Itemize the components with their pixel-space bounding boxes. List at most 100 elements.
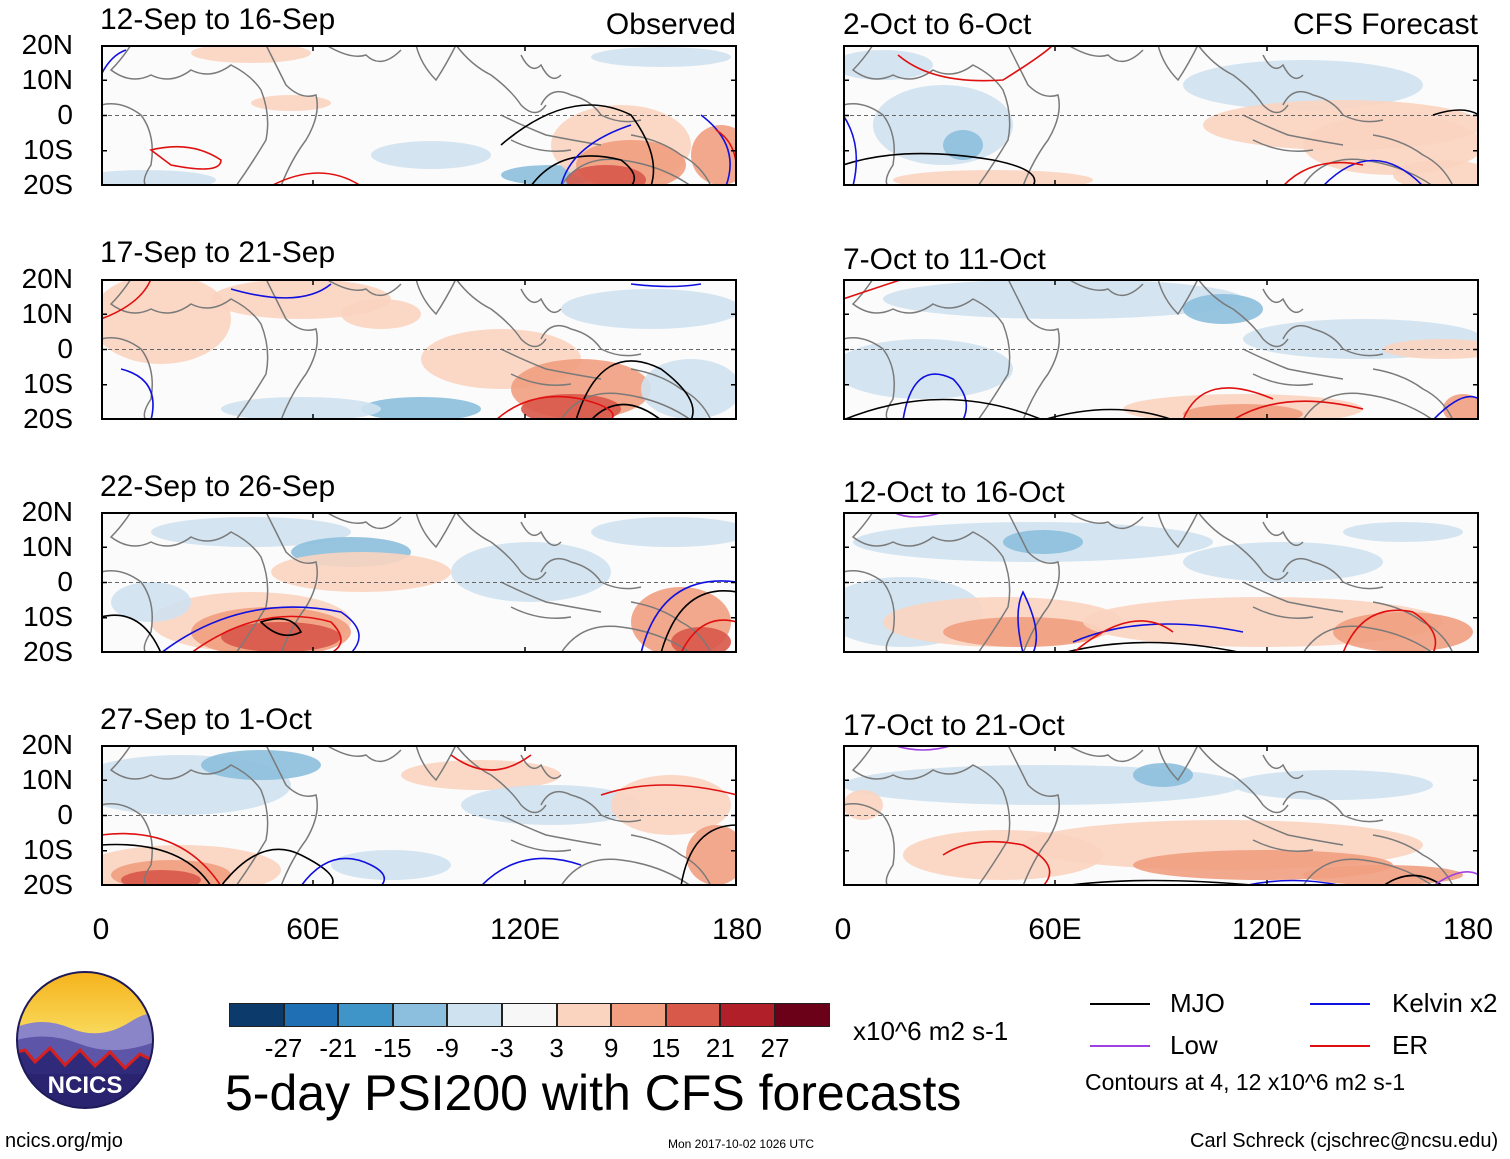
lon-label-right-180: 180: [1442, 913, 1494, 946]
anomaly-shading: [686, 825, 737, 885]
coastline: [1067, 512, 1144, 530]
lat-label: 20N: [21, 263, 73, 294]
colorbar-label: -21: [319, 1033, 357, 1063]
wave-contour: [680, 824, 737, 886]
panel-frame: [101, 279, 737, 420]
wave-contour: [300, 857, 386, 886]
lat-label: 10N: [21, 531, 73, 562]
anomaly-shading: [221, 397, 381, 420]
anomaly-shading: [883, 279, 1243, 319]
coastline: [630, 834, 712, 886]
coastline: [1197, 745, 1289, 814]
colorbar-swatch: [338, 1003, 393, 1027]
panel-title-fcst-2: 7-Oct to 11-Oct: [843, 243, 1046, 276]
wave-contour: [1062, 879, 1264, 886]
coastline: [1252, 373, 1314, 386]
coastline: [1067, 745, 1144, 763]
wave-contour: [500, 104, 655, 186]
panel-content: [101, 45, 737, 186]
legend-label-low: Low: [1170, 1030, 1218, 1060]
anomaly-shading: [1003, 530, 1083, 554]
wave-contour: [101, 832, 222, 886]
wave-contour: [560, 124, 632, 186]
wave-contour: [1017, 590, 1038, 653]
colorbar-swatch: [229, 1003, 284, 1027]
map-panel-fcst-1: [843, 45, 1479, 186]
anomaly-shading: [591, 47, 731, 67]
coastline: [1197, 45, 1289, 114]
colorbar-label: 15: [651, 1033, 681, 1063]
coastline: [109, 45, 269, 186]
coastline: [843, 803, 895, 886]
wave-contour: [495, 395, 614, 420]
lat-label: 20S: [23, 869, 73, 900]
anomaly-shading: [461, 785, 641, 825]
wave-contour: [1342, 609, 1437, 653]
wave-contour: [1232, 400, 1364, 420]
lat-label: 20N: [21, 729, 73, 760]
logo-text: NCICS: [48, 1072, 123, 1099]
panel-title-obs-4: 27-Sep to 1-Oct: [100, 703, 312, 736]
lon-label-left-120e: 120E: [489, 913, 561, 946]
panel-title-obs-1: 12-Sep to 16-Sep: [100, 3, 336, 36]
wave-contour: [640, 580, 737, 653]
colorbar-swatch: [720, 1003, 775, 1027]
coastline: [520, 54, 562, 80]
coastline: [540, 790, 642, 823]
legend-label-er: ER: [1392, 1030, 1429, 1060]
wave-contour: [1322, 159, 1424, 186]
panel-content: [843, 512, 1479, 653]
wave-contour: [902, 373, 968, 420]
coastline: [1252, 606, 1314, 619]
anomaly-shading: [401, 760, 561, 790]
coastline: [843, 570, 895, 653]
anomaly-shading: [591, 517, 737, 547]
anomaly-shading: [1443, 394, 1479, 420]
anomaly-shading: [341, 299, 421, 329]
wave-contour: [1042, 408, 1174, 420]
coastline: [109, 512, 269, 653]
anomaly-shading: [566, 165, 646, 186]
observed-header: Observed: [605, 8, 736, 41]
lat-label: 20S: [23, 169, 73, 200]
lon-label-left-0: 0: [92, 913, 110, 946]
wave-contour: [660, 590, 737, 653]
coastline: [1007, 45, 1060, 186]
main-title: 5-day PSI200 with CFS forecasts: [225, 1065, 962, 1121]
panel-frame: [843, 745, 1479, 886]
coastline: [560, 392, 692, 420]
legend-note: Contours at 4, 12 x10^6 m2 s-1: [1085, 1069, 1406, 1095]
anomaly-shading: [641, 359, 737, 419]
panel-title-obs-3: 22-Sep to 26-Sep: [100, 470, 336, 503]
coastline: [851, 279, 1011, 420]
anomaly-shading: [361, 397, 481, 420]
panel-content: [843, 45, 1479, 186]
wave-contour: [270, 172, 362, 186]
lat-label: 10N: [21, 64, 73, 95]
panel-content: [843, 745, 1479, 886]
coastline: [1242, 581, 1344, 613]
colorbar-label: 27: [760, 1033, 790, 1063]
wave-contour: [101, 614, 162, 653]
wave-contour: [190, 615, 342, 653]
coastline: [1302, 392, 1434, 420]
panel-title-obs-2: 17-Sep to 21-Sep: [100, 236, 336, 269]
wave-contour: [1432, 109, 1479, 116]
coastline: [500, 814, 602, 846]
coastline: [455, 512, 547, 581]
wave-contour: [101, 279, 152, 320]
wave-contour: [530, 155, 636, 186]
coastline: [1242, 114, 1344, 146]
anomaly-shading: [1343, 522, 1463, 542]
footer-url[interactable]: ncics.org/mjo: [5, 1130, 123, 1152]
colorbar-swatch: [556, 1003, 612, 1027]
anomaly-shading: [1233, 770, 1433, 800]
panel-title-fcst-1: 2-Oct to 6-Oct: [843, 8, 1032, 41]
coastline: [101, 570, 153, 653]
coastline: [500, 114, 602, 146]
coastline: [1302, 158, 1434, 186]
coastline: [510, 606, 572, 619]
lat-label: 20N: [21, 29, 73, 60]
panel-frame: [843, 512, 1479, 653]
panel-content: [101, 279, 737, 420]
